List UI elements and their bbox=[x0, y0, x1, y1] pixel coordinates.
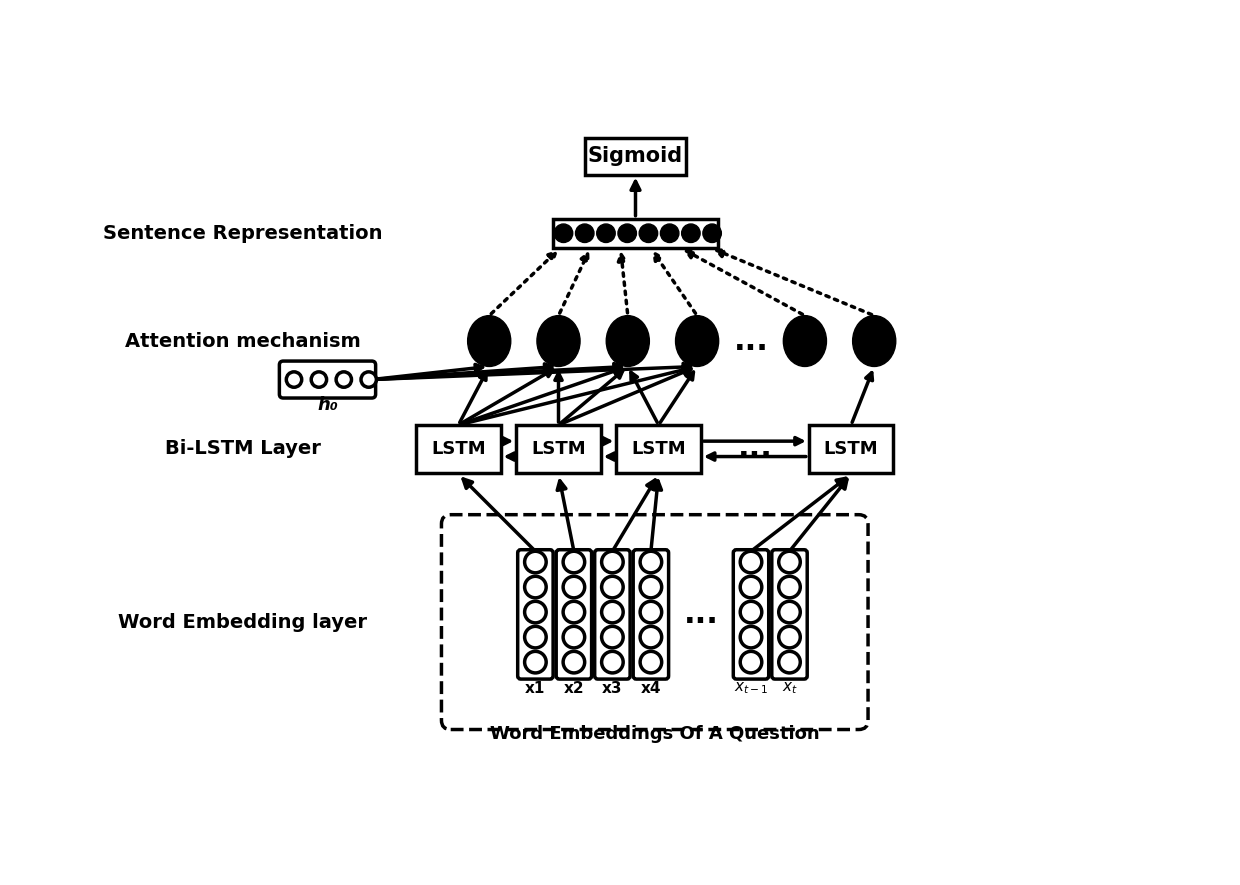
Text: LSTM: LSTM bbox=[432, 440, 486, 458]
Circle shape bbox=[740, 601, 761, 623]
Text: h₀: h₀ bbox=[317, 396, 337, 414]
Circle shape bbox=[703, 224, 722, 242]
Circle shape bbox=[682, 224, 701, 242]
Text: $x_{t-1}$: $x_{t-1}$ bbox=[734, 681, 769, 696]
Circle shape bbox=[596, 224, 615, 242]
Text: LSTM: LSTM bbox=[631, 440, 686, 458]
FancyBboxPatch shape bbox=[595, 550, 630, 679]
FancyBboxPatch shape bbox=[441, 515, 868, 729]
Circle shape bbox=[601, 651, 624, 673]
FancyBboxPatch shape bbox=[771, 550, 807, 679]
Text: LSTM: LSTM bbox=[531, 440, 585, 458]
Text: x1: x1 bbox=[526, 681, 546, 696]
Circle shape bbox=[554, 224, 573, 242]
Circle shape bbox=[601, 601, 624, 623]
Circle shape bbox=[601, 551, 624, 573]
Circle shape bbox=[779, 576, 800, 598]
Text: Word Embeddings Of A Question: Word Embeddings Of A Question bbox=[490, 725, 820, 743]
Text: Attention mechanism: Attention mechanism bbox=[125, 332, 361, 350]
Text: ...: ... bbox=[683, 600, 718, 629]
Circle shape bbox=[779, 601, 800, 623]
Circle shape bbox=[336, 372, 351, 388]
Circle shape bbox=[640, 551, 662, 573]
Circle shape bbox=[639, 224, 657, 242]
Circle shape bbox=[563, 627, 585, 648]
Text: x4: x4 bbox=[641, 681, 661, 696]
Circle shape bbox=[563, 576, 585, 598]
Text: Sentence Representation: Sentence Representation bbox=[103, 224, 383, 242]
FancyBboxPatch shape bbox=[417, 425, 501, 473]
Ellipse shape bbox=[606, 316, 650, 366]
Circle shape bbox=[779, 651, 800, 673]
FancyBboxPatch shape bbox=[808, 425, 894, 473]
FancyBboxPatch shape bbox=[517, 550, 553, 679]
Circle shape bbox=[640, 601, 662, 623]
Circle shape bbox=[640, 576, 662, 598]
Circle shape bbox=[525, 576, 546, 598]
Text: LSTM: LSTM bbox=[823, 440, 878, 458]
FancyBboxPatch shape bbox=[585, 138, 686, 174]
FancyBboxPatch shape bbox=[616, 425, 701, 473]
Circle shape bbox=[563, 601, 585, 623]
Text: ...: ... bbox=[734, 327, 769, 356]
Circle shape bbox=[361, 372, 377, 388]
Circle shape bbox=[525, 601, 546, 623]
Text: x2: x2 bbox=[564, 681, 584, 696]
FancyBboxPatch shape bbox=[553, 219, 718, 248]
Circle shape bbox=[563, 651, 585, 673]
Ellipse shape bbox=[676, 316, 719, 366]
Circle shape bbox=[779, 551, 800, 573]
Text: $x_t$: $x_t$ bbox=[781, 681, 797, 696]
Circle shape bbox=[563, 551, 585, 573]
Text: ...: ... bbox=[738, 435, 773, 464]
Ellipse shape bbox=[537, 316, 580, 366]
Circle shape bbox=[661, 224, 678, 242]
FancyBboxPatch shape bbox=[279, 361, 376, 398]
Circle shape bbox=[740, 576, 761, 598]
Circle shape bbox=[525, 651, 546, 673]
Circle shape bbox=[525, 627, 546, 648]
Circle shape bbox=[740, 627, 761, 648]
Circle shape bbox=[640, 651, 662, 673]
Circle shape bbox=[779, 627, 800, 648]
FancyBboxPatch shape bbox=[634, 550, 668, 679]
Ellipse shape bbox=[853, 316, 895, 366]
Circle shape bbox=[640, 627, 662, 648]
Circle shape bbox=[575, 224, 594, 242]
Text: x3: x3 bbox=[603, 681, 622, 696]
Text: Bi-LSTM Layer: Bi-LSTM Layer bbox=[165, 439, 321, 458]
Circle shape bbox=[601, 576, 624, 598]
Ellipse shape bbox=[467, 316, 511, 366]
FancyBboxPatch shape bbox=[733, 550, 769, 679]
Text: Word Embedding layer: Word Embedding layer bbox=[118, 612, 367, 632]
FancyBboxPatch shape bbox=[557, 550, 591, 679]
Circle shape bbox=[601, 627, 624, 648]
FancyBboxPatch shape bbox=[516, 425, 601, 473]
Circle shape bbox=[525, 551, 546, 573]
Text: Sigmoid: Sigmoid bbox=[588, 146, 683, 166]
Circle shape bbox=[286, 372, 301, 388]
Circle shape bbox=[740, 651, 761, 673]
Circle shape bbox=[618, 224, 636, 242]
Circle shape bbox=[740, 551, 761, 573]
Circle shape bbox=[311, 372, 326, 388]
Ellipse shape bbox=[784, 316, 826, 366]
